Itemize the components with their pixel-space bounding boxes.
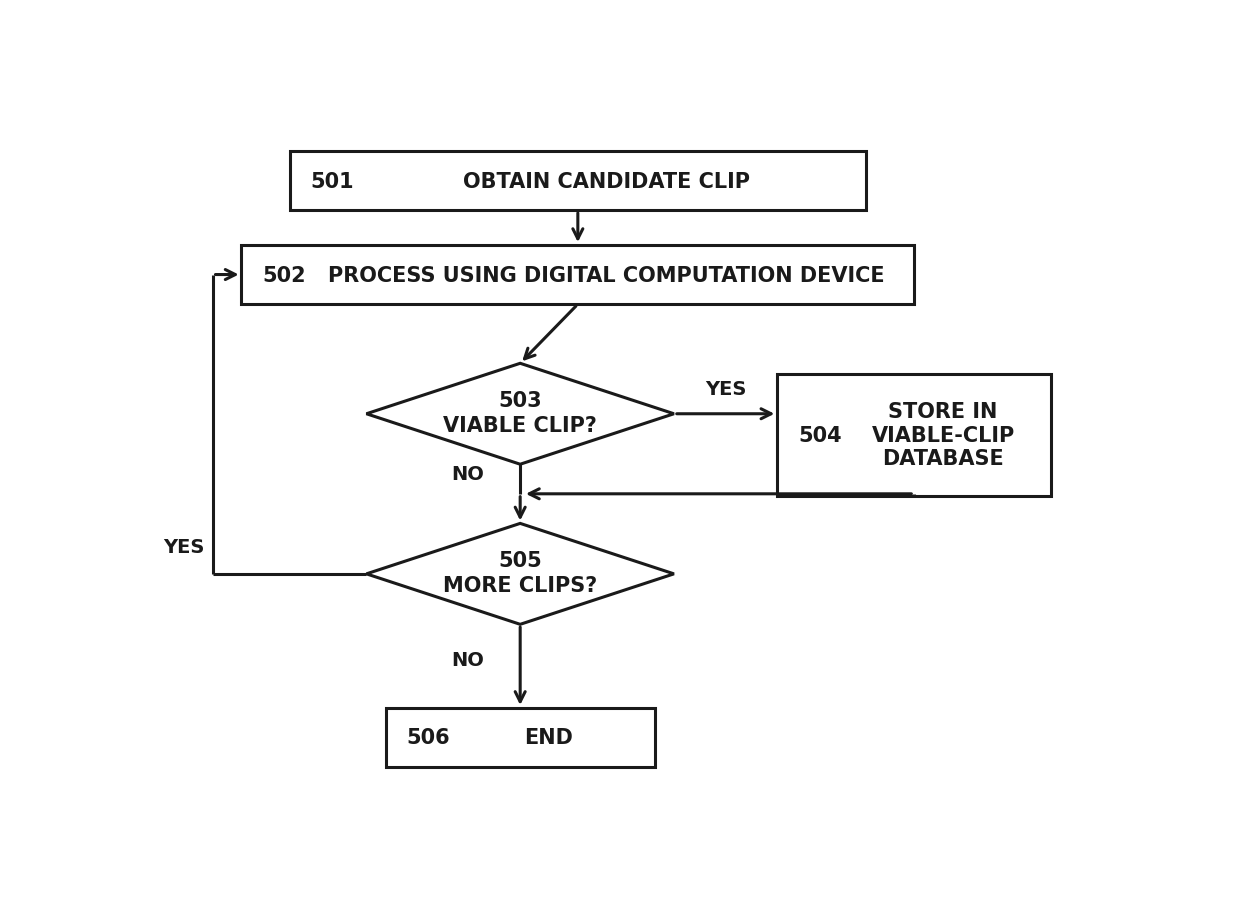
Text: NO: NO — [451, 650, 484, 669]
Text: VIABLE CLIP?: VIABLE CLIP? — [443, 415, 598, 435]
Polygon shape — [367, 524, 675, 625]
Text: END: END — [525, 728, 573, 748]
Text: STORE IN
VIABLE-CLIP
DATABASE: STORE IN VIABLE-CLIP DATABASE — [872, 402, 1014, 469]
Text: OBTAIN CANDIDATE CLIP: OBTAIN CANDIDATE CLIP — [464, 172, 750, 191]
Text: 501: 501 — [311, 172, 355, 191]
Text: 504: 504 — [799, 425, 842, 445]
Text: 506: 506 — [407, 728, 450, 748]
Text: YES: YES — [164, 538, 205, 557]
Bar — [242, 246, 914, 305]
Text: 503: 503 — [498, 390, 542, 410]
Bar — [290, 152, 867, 211]
Text: 505: 505 — [498, 550, 542, 570]
Bar — [777, 375, 1052, 496]
Polygon shape — [367, 364, 675, 465]
Text: 502: 502 — [263, 265, 306, 285]
Text: YES: YES — [704, 380, 746, 399]
Text: NO: NO — [451, 465, 484, 484]
Bar — [386, 708, 655, 768]
Text: PROCESS USING DIGITAL COMPUTATION DEVICE: PROCESS USING DIGITAL COMPUTATION DEVICE — [329, 265, 885, 285]
Text: MORE CLIPS?: MORE CLIPS? — [443, 575, 598, 595]
